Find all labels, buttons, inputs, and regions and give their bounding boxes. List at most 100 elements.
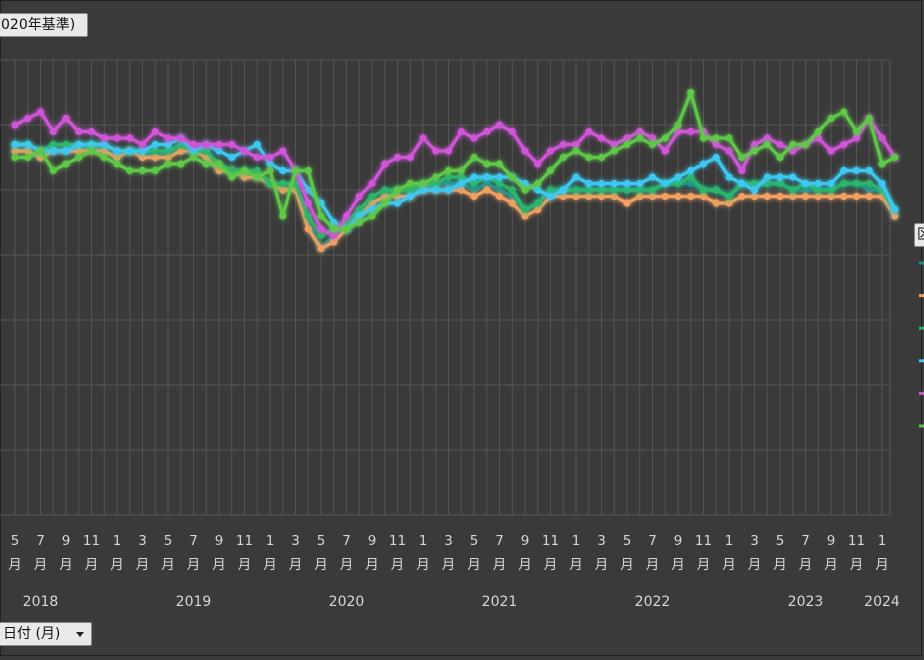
data-point bbox=[852, 127, 861, 136]
data-point bbox=[699, 134, 708, 142]
data-point bbox=[546, 166, 555, 175]
data-point bbox=[177, 134, 185, 142]
data-point bbox=[189, 147, 198, 155]
data-point bbox=[674, 179, 682, 188]
data-point bbox=[126, 134, 134, 142]
data-point bbox=[827, 114, 835, 123]
data-point bbox=[712, 186, 720, 194]
data-point bbox=[623, 199, 631, 207]
grid bbox=[0, 59, 891, 516]
data-point bbox=[750, 147, 759, 155]
data-point bbox=[202, 160, 210, 168]
data-point bbox=[49, 127, 57, 136]
data-point bbox=[738, 166, 746, 175]
data-point bbox=[177, 140, 185, 149]
data-point bbox=[87, 140, 96, 149]
data-point bbox=[164, 147, 172, 155]
data-point bbox=[814, 186, 822, 194]
x-year-label: 2019 bbox=[176, 594, 212, 610]
data-point bbox=[151, 147, 159, 155]
data-point bbox=[355, 212, 363, 220]
data-point bbox=[597, 153, 606, 162]
data-point bbox=[648, 186, 657, 194]
x-tick-unit: 月 bbox=[187, 557, 201, 573]
legend-title-button[interactable]: 区 bbox=[914, 223, 924, 247]
data-point bbox=[827, 147, 835, 155]
data-point bbox=[457, 179, 465, 188]
x-tick-unit: 月 bbox=[569, 557, 583, 573]
data-point bbox=[865, 186, 873, 194]
data-point bbox=[521, 212, 529, 220]
data-point bbox=[62, 147, 70, 155]
x-tick-unit: 月 bbox=[59, 557, 73, 573]
x-tick-label: 9 bbox=[521, 533, 530, 549]
data-point bbox=[24, 147, 32, 155]
data-point bbox=[11, 153, 19, 162]
data-point bbox=[138, 166, 147, 175]
data-point bbox=[814, 127, 822, 136]
data-point bbox=[852, 192, 861, 201]
data-point bbox=[610, 179, 618, 188]
data-point bbox=[597, 179, 606, 188]
data-point bbox=[852, 166, 861, 175]
data-point bbox=[62, 160, 70, 168]
data-point bbox=[189, 153, 198, 162]
data-point bbox=[674, 173, 682, 181]
data-point bbox=[508, 127, 516, 136]
x-tick-label: 1 bbox=[266, 533, 275, 549]
data-point bbox=[470, 134, 478, 142]
x-tick-label: 3 bbox=[138, 533, 147, 549]
data-point bbox=[24, 140, 32, 149]
data-point bbox=[801, 192, 810, 201]
data-point bbox=[177, 160, 185, 168]
data-point bbox=[597, 186, 606, 194]
data-point bbox=[763, 134, 771, 142]
x-tick-label: 7 bbox=[342, 533, 351, 549]
data-point bbox=[49, 147, 57, 155]
x-tick-label: 5 bbox=[623, 533, 632, 549]
data-point bbox=[585, 127, 593, 136]
data-point bbox=[597, 192, 606, 201]
data-point bbox=[636, 186, 644, 194]
data-point bbox=[572, 140, 580, 149]
data-point bbox=[253, 153, 261, 162]
data-point bbox=[725, 199, 733, 207]
data-point bbox=[546, 147, 555, 155]
x-tick-unit: 月 bbox=[416, 557, 430, 573]
data-point bbox=[763, 140, 771, 149]
x-tick-unit: 月 bbox=[620, 557, 634, 573]
data-point bbox=[623, 140, 631, 149]
x-tick-label: 3 bbox=[750, 533, 759, 549]
x-tick-unit: 月 bbox=[263, 557, 277, 573]
date-field-button[interactable]: 日付 (月) bbox=[0, 622, 92, 646]
data-point bbox=[113, 160, 121, 168]
x-tick-label: 1 bbox=[878, 533, 887, 549]
data-point bbox=[878, 134, 886, 142]
data-point bbox=[240, 147, 249, 155]
data-point bbox=[687, 173, 695, 181]
data-point bbox=[381, 160, 389, 168]
data-point bbox=[304, 212, 312, 220]
data-point bbox=[776, 179, 784, 188]
field-filter-button[interactable]: 020年基準) bbox=[0, 13, 88, 37]
series-2 bbox=[11, 147, 899, 253]
data-point bbox=[406, 192, 414, 201]
data-point bbox=[865, 114, 873, 123]
x-tick-label: 11 bbox=[542, 533, 559, 549]
data-point bbox=[534, 199, 542, 207]
data-point bbox=[164, 134, 172, 142]
x-tick-label: 1 bbox=[113, 533, 122, 549]
data-point bbox=[495, 121, 504, 129]
data-point bbox=[610, 186, 618, 194]
x-tick-unit: 月 bbox=[646, 557, 660, 573]
data-point bbox=[623, 186, 631, 194]
data-point bbox=[865, 166, 873, 175]
data-point bbox=[215, 147, 223, 155]
x-tick-label: 5 bbox=[317, 533, 326, 549]
data-point bbox=[495, 192, 504, 201]
data-point bbox=[789, 192, 797, 201]
x-tick-label: 5 bbox=[776, 533, 785, 549]
data-point bbox=[368, 179, 376, 188]
data-point bbox=[827, 186, 835, 194]
data-point bbox=[253, 173, 261, 181]
